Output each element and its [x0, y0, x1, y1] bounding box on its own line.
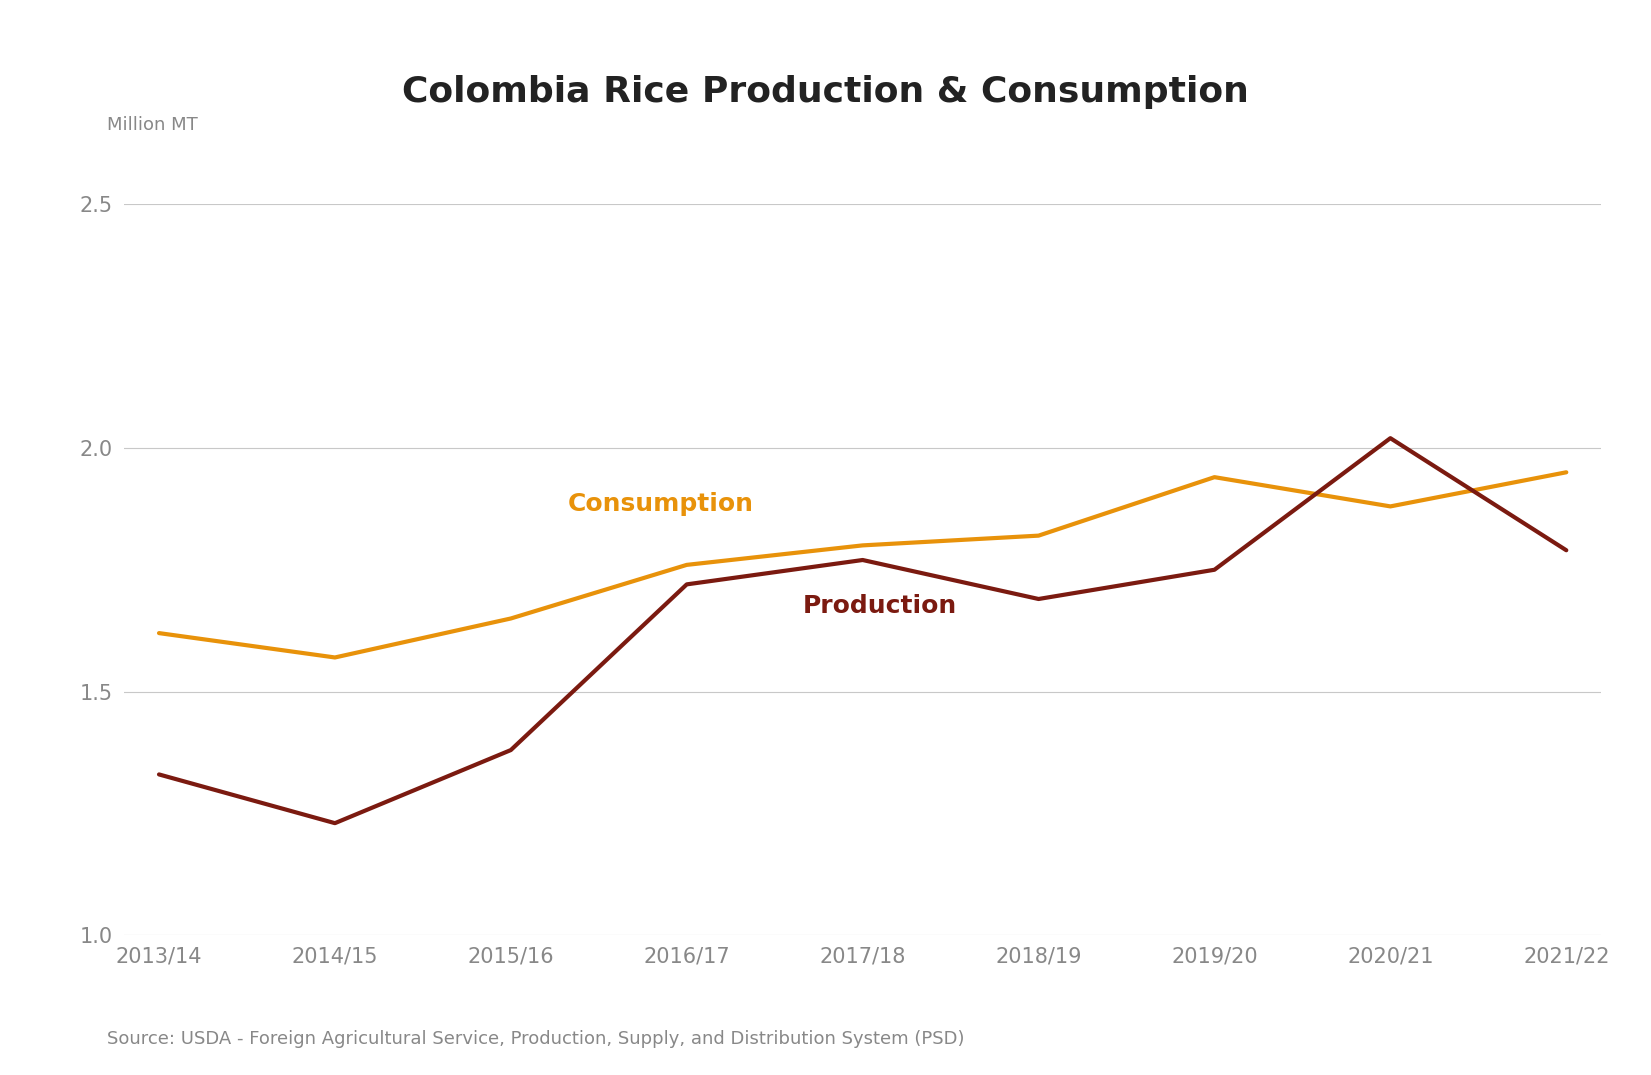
- Text: Consumption: Consumption: [568, 492, 753, 516]
- Text: Million MT: Million MT: [107, 116, 198, 134]
- Text: Source: USDA - Foreign Agricultural Service, Production, Supply, and Distributio: Source: USDA - Foreign Agricultural Serv…: [107, 1030, 964, 1048]
- Text: Colombia Rice Production & Consumption: Colombia Rice Production & Consumption: [403, 75, 1248, 110]
- Text: Production: Production: [802, 594, 958, 618]
